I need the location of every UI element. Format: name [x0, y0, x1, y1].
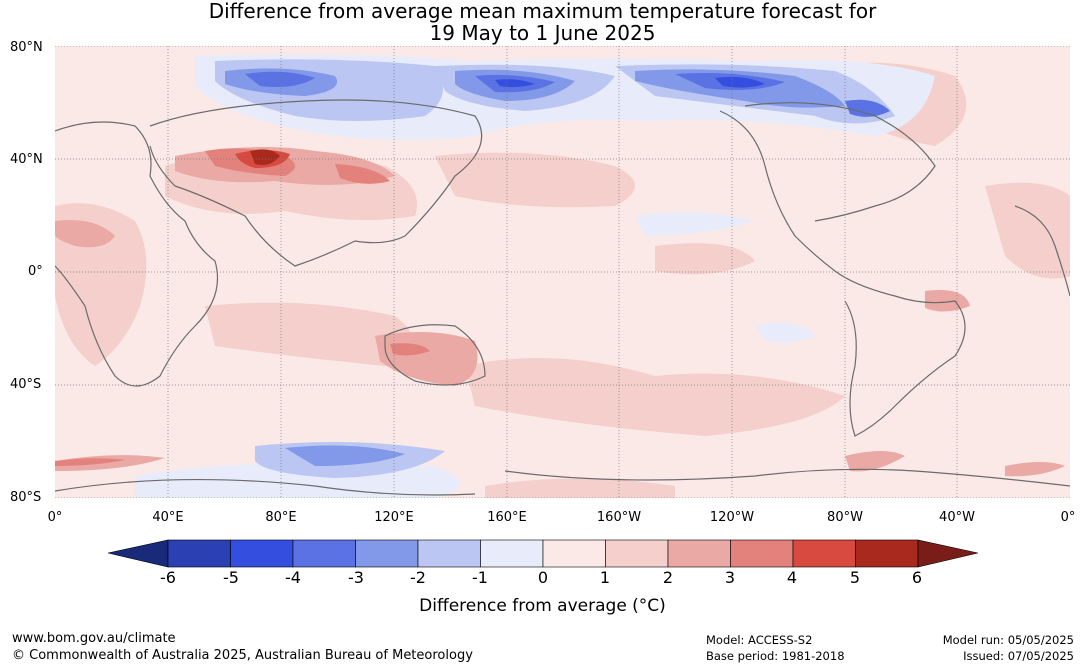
colorbar-tick: 1: [599, 568, 611, 587]
colorbar-bin: [792, 539, 856, 568]
colorbar-tick: -1: [472, 568, 488, 587]
lon-label-80w: 80°W: [827, 510, 863, 525]
lon-label-80e: 80°E: [265, 510, 297, 525]
colorbar-tick: 5: [849, 568, 861, 587]
colorbar-bin: [417, 539, 481, 568]
colorbar-bin: [605, 539, 669, 568]
lon-label-120e: 120°E: [374, 510, 414, 525]
footer-url[interactable]: www.bom.gov.au/climate: [12, 631, 176, 646]
colorbar-bin: [167, 539, 231, 568]
lon-label-40e: 40°E: [152, 510, 184, 525]
lat-label-equator: 0°: [28, 264, 43, 279]
colorbar-extend-low: [108, 539, 169, 568]
lon-label-120w: 120°W: [709, 510, 755, 525]
colorbar-tick: 4: [786, 568, 798, 587]
graticule: [55, 46, 1070, 498]
colorbar-bin: [855, 539, 919, 568]
map-title-line2: 19 May to 1 June 2025: [429, 21, 656, 45]
colorbar-tick: -3: [348, 568, 364, 587]
colorbar-tick: 3: [724, 568, 736, 587]
colorbar-bin: [480, 539, 544, 568]
footer-model-run: Model run: 05/05/2025: [942, 633, 1074, 647]
colorbar-bin: [355, 539, 419, 568]
map-title-line1: Difference from average mean maximum tem…: [208, 0, 877, 23]
cool-anomaly-4to-5: [495, 76, 765, 88]
lat-label-40s: 40°S: [10, 377, 42, 392]
footer-base-period: Base period: 1981-2018: [706, 649, 845, 663]
colorbar-tick: -6: [160, 568, 176, 587]
warm-anomaly-5to6: [250, 149, 280, 165]
lon-label-160e: 160°E: [487, 510, 527, 525]
coastlines: [55, 99, 1070, 496]
footer-model: Model: ACCESS-S2: [706, 633, 813, 647]
colorbar-tick: 2: [662, 568, 674, 587]
colorbar-bin: [230, 539, 294, 568]
footer-copyright: © Commonwealth of Australia 2025, Austra…: [12, 648, 473, 663]
colorbar-bin: [730, 539, 794, 568]
colorbar-tick: -4: [285, 568, 301, 587]
colorbar-tick: -5: [223, 568, 239, 587]
footer-issued: Issued: 07/05/2025: [963, 649, 1074, 663]
colorbar-label: Difference from average (°C): [419, 596, 666, 616]
lon-label-160w: 160°W: [596, 510, 642, 525]
colorbar-tick: 6: [911, 568, 923, 587]
colorbar-bin: [667, 539, 731, 568]
lon-label-40w: 40°W: [939, 510, 975, 525]
temperature-anomaly-map: [55, 46, 1070, 498]
lat-label-80n: 80°N: [10, 40, 43, 55]
colorbar-tick: 0: [537, 568, 549, 587]
colorbar: [108, 539, 978, 568]
lon-label-0-east: 0°: [1060, 510, 1076, 525]
lat-label-40n: 40°N: [10, 152, 43, 167]
colorbar-extend-high: [917, 539, 978, 568]
colorbar-bin: [542, 539, 606, 568]
colorbar-bin: [292, 539, 356, 568]
colorbar-tick: -2: [410, 568, 426, 587]
lat-label-80s: 80°S: [10, 490, 42, 505]
lon-label-0: 0°: [47, 510, 63, 525]
